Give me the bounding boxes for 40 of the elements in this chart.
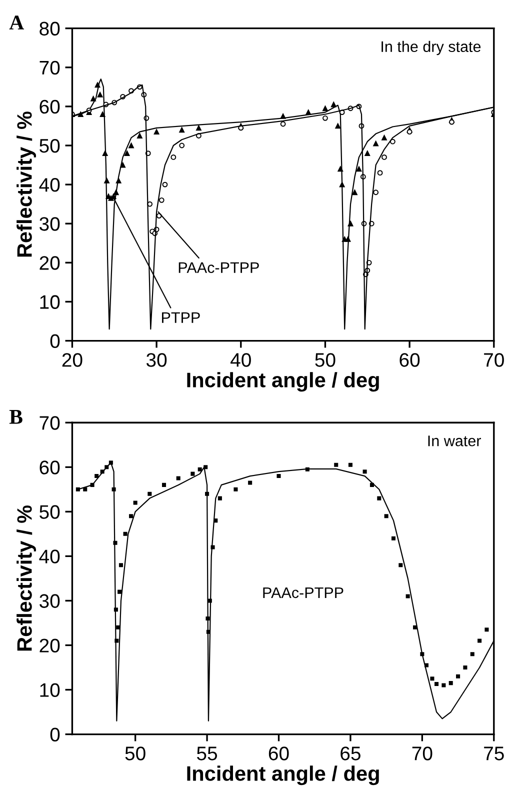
y-tick-label: 30 <box>40 217 60 231</box>
y-tick-label: 20 <box>40 256 60 270</box>
y-tick-label: 70 <box>40 416 60 430</box>
y-tick-label: 40 <box>39 178 60 192</box>
y-tick-label: 50 <box>40 505 60 519</box>
annotation: PTPP <box>162 312 200 323</box>
chart-title: A <box>9 16 24 30</box>
annotation: In water <box>428 436 481 446</box>
y-tick-label: 80 <box>40 22 60 36</box>
y-tick-label: 10 <box>40 683 60 697</box>
y-tick-label: 50 <box>40 138 60 153</box>
x-axis-title: Incident angle / deg <box>187 766 379 786</box>
x-tick-label: 40 <box>230 353 251 367</box>
x-tick-label: 30 <box>146 353 167 367</box>
chart-title: B <box>9 410 22 424</box>
x-axis-title: Incident angle / deg <box>187 372 379 392</box>
y-axis-title: Reflectivity / % <box>16 505 36 651</box>
x-tick-label: 50 <box>315 353 336 367</box>
x-tick-label: 50 <box>125 746 146 760</box>
annotation: In the dry state <box>382 40 481 56</box>
x-tick-label: 20 <box>62 353 82 367</box>
y-tick-label: 60 <box>40 460 60 474</box>
y-tick-label: 70 <box>40 60 60 75</box>
y-tick-label: 10 <box>40 295 60 309</box>
y-tick-label: 60 <box>40 100 60 114</box>
x-tick-label: 60 <box>268 746 289 760</box>
y-tick-label: 0 <box>50 334 60 348</box>
x-tick-label: 75 <box>484 746 504 760</box>
y-tick-label: 40 <box>39 550 60 564</box>
x-tick-label: 60 <box>400 353 420 367</box>
annotation: PAAc-PTPP <box>178 262 259 274</box>
y-tick-label: 30 <box>40 594 60 608</box>
x-tick-label: 70 <box>484 353 504 367</box>
y-tick-label: 20 <box>40 638 60 652</box>
x-tick-label: 65 <box>340 746 360 760</box>
y-axis-title: Reflectivity / % <box>16 112 36 257</box>
y-tick-label: 0 <box>50 728 60 742</box>
x-tick-label: 55 <box>197 746 218 760</box>
annotation: PAAc-PTPP <box>263 587 344 598</box>
x-tick-label: 70 <box>412 746 432 760</box>
